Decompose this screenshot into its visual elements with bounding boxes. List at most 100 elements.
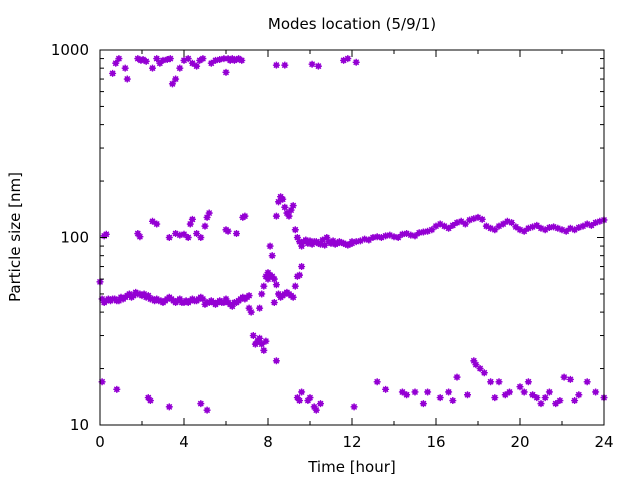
data-point bbox=[247, 308, 255, 316]
data-point bbox=[272, 281, 280, 289]
data-point bbox=[520, 388, 528, 396]
data-point bbox=[344, 55, 352, 63]
data-point bbox=[461, 220, 469, 228]
data-point bbox=[264, 269, 272, 277]
x-tick-label: 0 bbox=[95, 433, 105, 451]
data-point bbox=[238, 56, 246, 64]
data-point bbox=[241, 212, 249, 220]
data-point bbox=[109, 69, 117, 77]
data-point bbox=[499, 220, 507, 228]
data-point bbox=[411, 232, 419, 240]
data-point bbox=[512, 223, 520, 231]
data-point bbox=[403, 391, 411, 399]
data-point bbox=[112, 59, 120, 67]
data-point bbox=[516, 383, 524, 391]
data-point bbox=[436, 220, 444, 228]
data-point bbox=[149, 217, 156, 225]
y-tick-label: 10 bbox=[70, 416, 89, 434]
data-point bbox=[501, 391, 509, 399]
data-point bbox=[317, 400, 324, 408]
data-point bbox=[102, 230, 110, 238]
x-tick-label: 4 bbox=[179, 433, 189, 451]
data-point bbox=[121, 64, 129, 72]
data-point bbox=[487, 378, 495, 386]
data-point bbox=[258, 290, 266, 298]
x-axis-label: Time [hour] bbox=[307, 458, 396, 476]
data-point bbox=[541, 226, 549, 234]
data-points bbox=[96, 55, 608, 414]
data-point bbox=[115, 55, 123, 63]
y-tick-label: 100 bbox=[60, 229, 89, 247]
data-point bbox=[186, 220, 194, 228]
data-point bbox=[575, 391, 583, 399]
data-point bbox=[424, 388, 432, 396]
data-point bbox=[256, 304, 264, 312]
data-point bbox=[296, 238, 303, 246]
data-point bbox=[579, 222, 587, 230]
data-point bbox=[146, 397, 154, 405]
data-point bbox=[449, 397, 457, 405]
data-point bbox=[142, 57, 150, 65]
data-point bbox=[537, 400, 545, 408]
data-point bbox=[256, 334, 264, 342]
axis-ticks: 0 4 8 12 16 20 24 10 100 1000 bbox=[51, 41, 614, 451]
data-point bbox=[245, 304, 253, 312]
data-point bbox=[566, 375, 574, 383]
data-point bbox=[188, 59, 196, 67]
data-point bbox=[411, 388, 419, 396]
data-point bbox=[506, 388, 513, 396]
data-point bbox=[352, 58, 360, 66]
data-point bbox=[233, 230, 240, 238]
data-point bbox=[279, 195, 287, 203]
data-point bbox=[440, 222, 448, 230]
data-point bbox=[249, 332, 257, 340]
data-point bbox=[298, 242, 306, 250]
data-point bbox=[291, 226, 299, 234]
data-point bbox=[571, 397, 579, 405]
data-point bbox=[136, 233, 144, 241]
data-point bbox=[293, 234, 301, 241]
data-point bbox=[298, 263, 306, 271]
data-point bbox=[571, 226, 579, 234]
data-point bbox=[199, 295, 207, 303]
data-point bbox=[495, 378, 503, 386]
data-point bbox=[149, 64, 156, 72]
data-point bbox=[453, 373, 461, 381]
x-tick-label: 24 bbox=[594, 433, 613, 451]
data-point bbox=[113, 385, 121, 393]
data-point bbox=[508, 219, 516, 227]
data-point bbox=[275, 198, 282, 206]
data-point bbox=[478, 215, 486, 223]
data-point bbox=[464, 391, 471, 399]
data-point bbox=[556, 397, 564, 405]
data-point bbox=[188, 215, 196, 223]
data-point bbox=[205, 209, 213, 217]
data-point bbox=[172, 75, 180, 83]
data-point bbox=[470, 357, 478, 365]
y-axis-label: Particle size [nm] bbox=[6, 172, 24, 302]
data-point bbox=[201, 222, 209, 230]
data-point bbox=[281, 203, 289, 211]
data-point bbox=[266, 242, 274, 250]
data-point bbox=[197, 234, 205, 241]
data-point bbox=[123, 75, 131, 83]
data-point bbox=[197, 400, 205, 408]
data-point bbox=[193, 62, 201, 70]
data-point bbox=[203, 213, 211, 221]
data-point bbox=[180, 230, 188, 238]
data-point bbox=[436, 394, 444, 402]
data-point bbox=[394, 234, 402, 241]
data-point bbox=[457, 217, 465, 225]
data-point bbox=[449, 221, 457, 229]
data-point bbox=[166, 55, 174, 63]
y-tick-label: 1000 bbox=[51, 41, 89, 59]
data-point bbox=[153, 55, 161, 63]
data-point bbox=[153, 220, 161, 228]
data-point bbox=[482, 222, 490, 230]
data-point bbox=[491, 394, 499, 402]
data-point bbox=[268, 252, 276, 260]
data-point bbox=[428, 226, 436, 234]
data-point bbox=[308, 60, 316, 68]
data-point bbox=[319, 236, 327, 244]
data-point bbox=[587, 221, 595, 229]
